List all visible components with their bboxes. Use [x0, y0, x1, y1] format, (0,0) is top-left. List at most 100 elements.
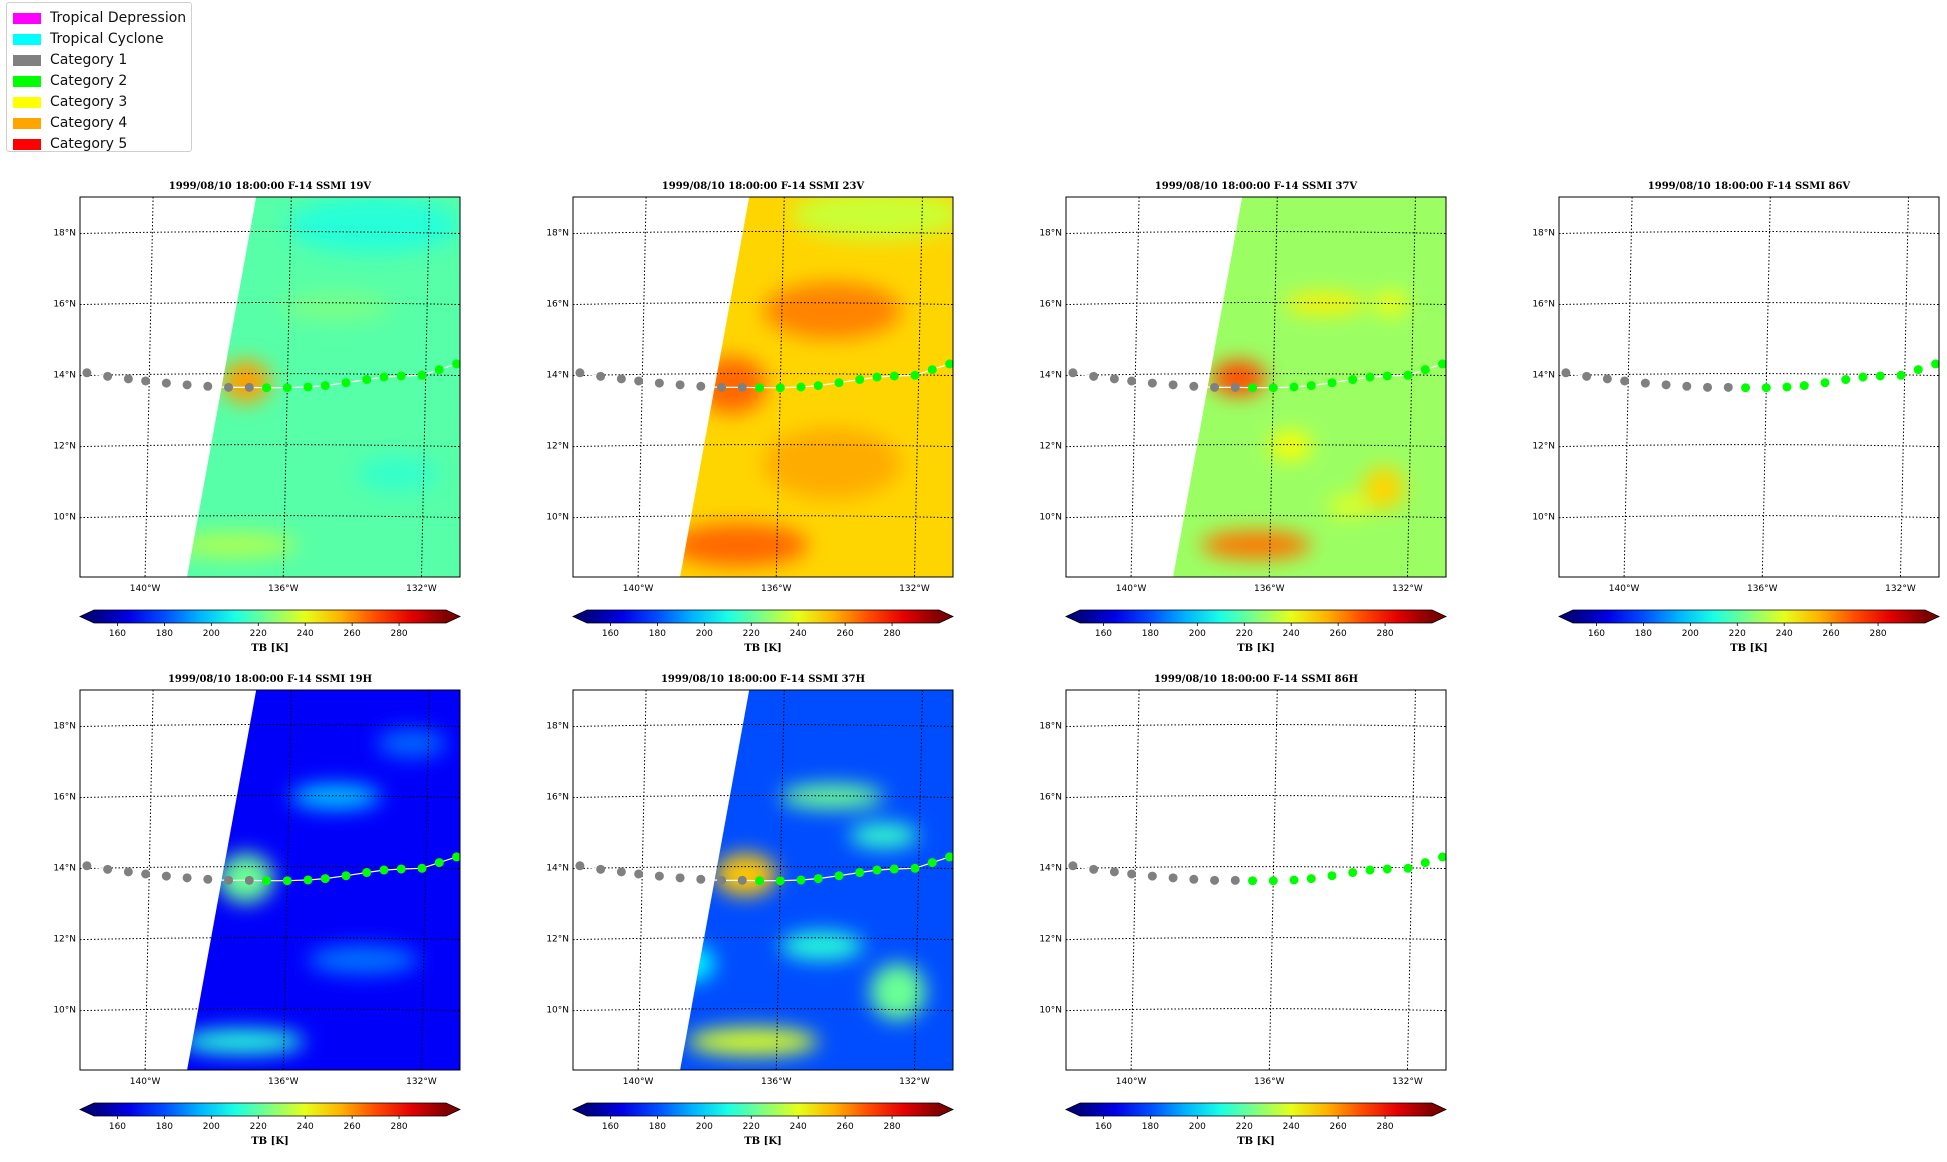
meridian [913, 197, 923, 577]
colorbar-tick-label: 200 [1189, 1122, 1206, 1132]
parallel [573, 795, 953, 799]
colorbar-extend-max [446, 610, 460, 623]
colorbar-tick-label: 180 [156, 629, 173, 639]
tb-anomaly [1363, 466, 1405, 510]
lat-tick-label: 14°N [1039, 864, 1062, 874]
meridian [913, 690, 923, 1070]
legend-label: Category 2 [50, 73, 128, 89]
tb-anomaly [1269, 431, 1312, 460]
colorbar-label: TB [K] [1237, 1136, 1275, 1147]
track-point [796, 875, 806, 885]
colorbar-extend-max [1925, 610, 1939, 623]
lat-tick-label: 14°N [1532, 371, 1555, 381]
lat-tick-label: 16°N [1039, 793, 1062, 803]
parallel [573, 515, 953, 519]
colorbar-extend-max [1432, 610, 1446, 623]
parallel [573, 444, 953, 448]
lat-tick-label: 12°N [53, 442, 76, 452]
colorbar-gradient [1080, 610, 1432, 623]
track-point [1382, 371, 1392, 381]
colorbar-tick-label: 220 [1729, 629, 1746, 639]
track-point [1420, 858, 1430, 868]
parallel [80, 866, 460, 870]
lon-tick-label: 132°W [899, 1077, 930, 1087]
parallel [573, 373, 953, 377]
meridian [420, 197, 430, 577]
lat-tick-label: 14°N [546, 371, 569, 381]
track-point [1365, 372, 1375, 382]
tb-anomaly [290, 784, 381, 809]
lon-tick-label: 140°W [1116, 1077, 1147, 1087]
track-point [1620, 376, 1630, 386]
colorbar-tick-label: 200 [203, 629, 220, 639]
colorbar-tick-label: 280 [390, 1122, 407, 1132]
colorbar: 160 180 200 220 240 260 280 TB [K] [1065, 1102, 1447, 1147]
parallel [80, 724, 460, 728]
track-point [320, 381, 330, 391]
colorbar-tick-label: 260 [837, 1122, 854, 1132]
tb-anomaly [1373, 292, 1408, 315]
track-point [244, 875, 254, 885]
lon-tick-label: 132°W [1885, 584, 1916, 594]
tb-anomaly [763, 282, 902, 340]
legend-entry-category-1: Category 1 [13, 51, 127, 69]
colorbar-tick-label: 260 [344, 629, 361, 639]
parallel [573, 302, 953, 306]
track-point [675, 380, 685, 390]
track-point [1230, 875, 1240, 885]
legend-entry-category-4: Category 4 [13, 114, 127, 132]
colorbar-tick-label: 180 [649, 629, 666, 639]
parallel [1066, 231, 1446, 235]
colorbar-extend-min [80, 610, 94, 623]
track-point [596, 864, 606, 874]
track-point [616, 867, 626, 877]
lat-tick-label: 12°N [1039, 935, 1062, 945]
track-point [1289, 875, 1299, 885]
track-point [417, 370, 427, 380]
track-point [417, 863, 427, 873]
parallel [1559, 373, 1939, 377]
track-point [1382, 864, 1392, 874]
lon-tick-label: 140°W [130, 1077, 161, 1087]
legend-entry-category-2: Category 2 [13, 72, 127, 90]
lat-tick-label: 10°N [1532, 513, 1555, 523]
parallel [573, 231, 953, 235]
colorbar-outline [79, 609, 461, 624]
colorbar-gradient [1080, 1103, 1432, 1116]
meridian [1130, 690, 1140, 1070]
track-point [775, 876, 785, 886]
colorbar-tick-label: 240 [1776, 629, 1793, 639]
tb-anomaly [790, 197, 953, 240]
map-frame [79, 689, 461, 1071]
track-point [1640, 378, 1650, 388]
meridian [144, 690, 154, 1070]
map-panel-86v: 1999/08/10 18:00:00 F-14 SSMI 86V 140°W 13… [1532, 181, 1940, 654]
track-point [224, 875, 234, 885]
colorbar-tick-label: 260 [837, 629, 854, 639]
colorbar-tick-label: 220 [250, 629, 267, 639]
track-point [123, 867, 133, 877]
lat-tick-label: 14°N [1039, 371, 1062, 381]
tb-anomaly [221, 360, 270, 403]
lat-tick-label: 10°N [53, 513, 76, 523]
track-point [282, 383, 292, 393]
legend-entry-category-5: Category 5 [13, 135, 127, 153]
parallel [1066, 515, 1446, 519]
track-point [1661, 380, 1671, 390]
track-point [262, 383, 272, 393]
colorbar-tick-label: 280 [883, 629, 900, 639]
parallel [1559, 444, 1939, 448]
panel-title: 1999/08/10 18:00:00 F-14 SSMI 37H [661, 674, 865, 685]
parallel [1559, 302, 1939, 306]
map-frame [1558, 196, 1940, 578]
track-point [1913, 365, 1923, 375]
track-point [1268, 383, 1278, 393]
colorbar-tick-label: 220 [1236, 629, 1253, 639]
track-point [396, 371, 406, 381]
lat-tick-label: 16°N [1532, 300, 1555, 310]
panel-title: 1999/08/10 18:00:00 F-14 SSMI 37V [1155, 181, 1358, 192]
lon-tick-label: 132°W [1392, 1077, 1423, 1087]
colorbar-tick-label: 240 [790, 629, 807, 639]
tb-anomaly [780, 784, 884, 809]
track-point [1068, 861, 1078, 871]
